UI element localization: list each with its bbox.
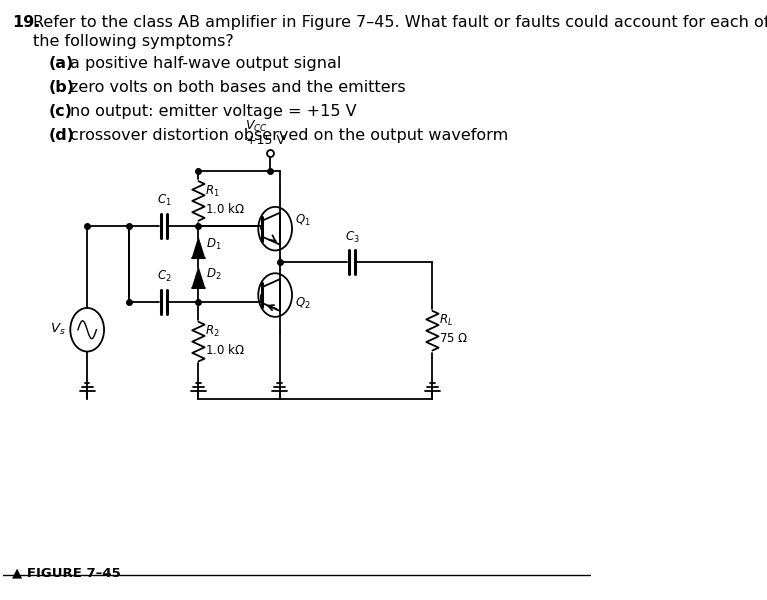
Text: +15 V: +15 V [246,134,285,148]
Text: $Q_1$: $Q_1$ [295,213,311,228]
Text: $R_L$: $R_L$ [439,313,453,328]
Text: no output: emitter voltage = +15 V: no output: emitter voltage = +15 V [71,104,357,119]
Text: 1.0 k$\Omega$: 1.0 k$\Omega$ [205,343,245,356]
Text: $C_1$: $C_1$ [156,193,171,208]
Text: zero volts on both bases and the emitters: zero volts on both bases and the emitter… [71,80,406,95]
Polygon shape [193,239,205,259]
Text: (a): (a) [49,56,74,71]
Text: $C_2$: $C_2$ [156,269,171,284]
Text: (b): (b) [49,80,75,95]
Text: $Q_2$: $Q_2$ [295,295,311,311]
Text: $V_{CC}$: $V_{CC}$ [245,118,268,134]
Text: (d): (d) [49,128,75,143]
Text: $D_2$: $D_2$ [206,266,222,282]
Text: 1.0 k$\Omega$: 1.0 k$\Omega$ [205,202,245,216]
Text: ▲ FIGURE 7–45: ▲ FIGURE 7–45 [12,566,120,580]
Text: $R_1$: $R_1$ [205,184,219,199]
Text: 19.: 19. [12,14,41,29]
Text: crossover distortion observed on the output waveform: crossover distortion observed on the out… [71,128,509,143]
Text: the following symptoms?: the following symptoms? [34,34,234,49]
Text: $V_s$: $V_s$ [50,322,66,337]
Text: $C_3$: $C_3$ [344,229,359,245]
Polygon shape [193,268,205,288]
Text: $R_2$: $R_2$ [205,324,219,339]
Text: a positive half-wave output signal: a positive half-wave output signal [71,56,341,71]
Text: $D_1$: $D_1$ [206,237,222,252]
Text: Refer to the class AB amplifier in Figure 7–45. What fault or faults could accou: Refer to the class AB amplifier in Figur… [34,14,767,29]
Text: (c): (c) [49,104,73,119]
Text: 75 $\Omega$: 75 $\Omega$ [439,332,468,345]
